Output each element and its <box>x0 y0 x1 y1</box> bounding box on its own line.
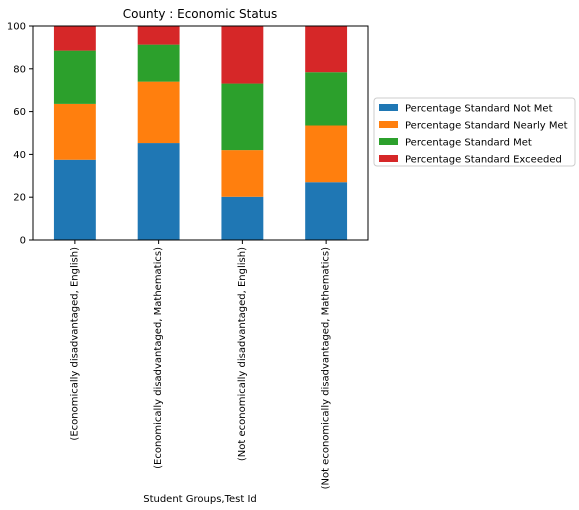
y-tick-label: 0 <box>20 236 26 247</box>
legend-swatch-1 <box>379 104 398 111</box>
bar-1-2 <box>137 143 180 240</box>
bar-4-1 <box>53 26 96 51</box>
y-tick-label: 80 <box>13 64 26 75</box>
legend-swatch-4 <box>379 155 398 162</box>
bar-2-4 <box>305 125 348 183</box>
legend-label-2: Percentage Standard Nearly Met <box>405 121 568 132</box>
legend-swatch-2 <box>379 121 398 128</box>
bar-3-4 <box>305 72 348 126</box>
y-tick-label: 60 <box>13 107 26 118</box>
bar-3-1 <box>53 50 96 104</box>
bar-3-3 <box>221 83 264 151</box>
legend-box <box>373 97 576 167</box>
bars-layer <box>53 26 348 240</box>
bar-4-4 <box>305 26 348 73</box>
x-axis-label: Student Groups,Test Id <box>143 494 257 505</box>
legend-swatch-3 <box>379 138 398 145</box>
bar-1-3 <box>221 196 264 240</box>
bar-2-1 <box>53 103 96 160</box>
x-tick-label: (Not economically disadvantaged, English… <box>237 247 248 461</box>
bar-1-4 <box>305 182 348 240</box>
legend: Percentage Standard Not Met Percentage St… <box>373 97 576 167</box>
x-tick-label: (Economically disadvantaged, English) <box>69 247 80 441</box>
legend-label-4: Percentage Standard Exceeded <box>405 155 562 166</box>
x-axis: (Economically disadvantaged, English) (Ec… <box>69 240 332 490</box>
bar-2-3 <box>221 150 264 197</box>
y-axis: 0 20 40 60 80 100 <box>7 22 33 247</box>
bar-3-2 <box>137 44 180 82</box>
x-tick-label: (Economically disadvantaged, Mathematics… <box>153 247 164 469</box>
chart-title: County : Economic Status <box>123 7 278 21</box>
x-tick-label: (Not economically disadvantaged, Mathema… <box>321 247 332 490</box>
legend-label-3: Percentage Standard Met <box>405 138 532 149</box>
plot-frame <box>32 25 369 241</box>
y-tick-label: 40 <box>13 150 26 161</box>
legend-label-1: Percentage Standard Not Met <box>405 104 553 115</box>
y-tick-label: 20 <box>13 193 26 204</box>
bar-4-3 <box>221 26 264 84</box>
y-tick-label: 100 <box>7 22 26 33</box>
bar-2-2 <box>137 81 180 144</box>
bar-4-2 <box>137 26 180 45</box>
bar-1-1 <box>53 159 96 240</box>
